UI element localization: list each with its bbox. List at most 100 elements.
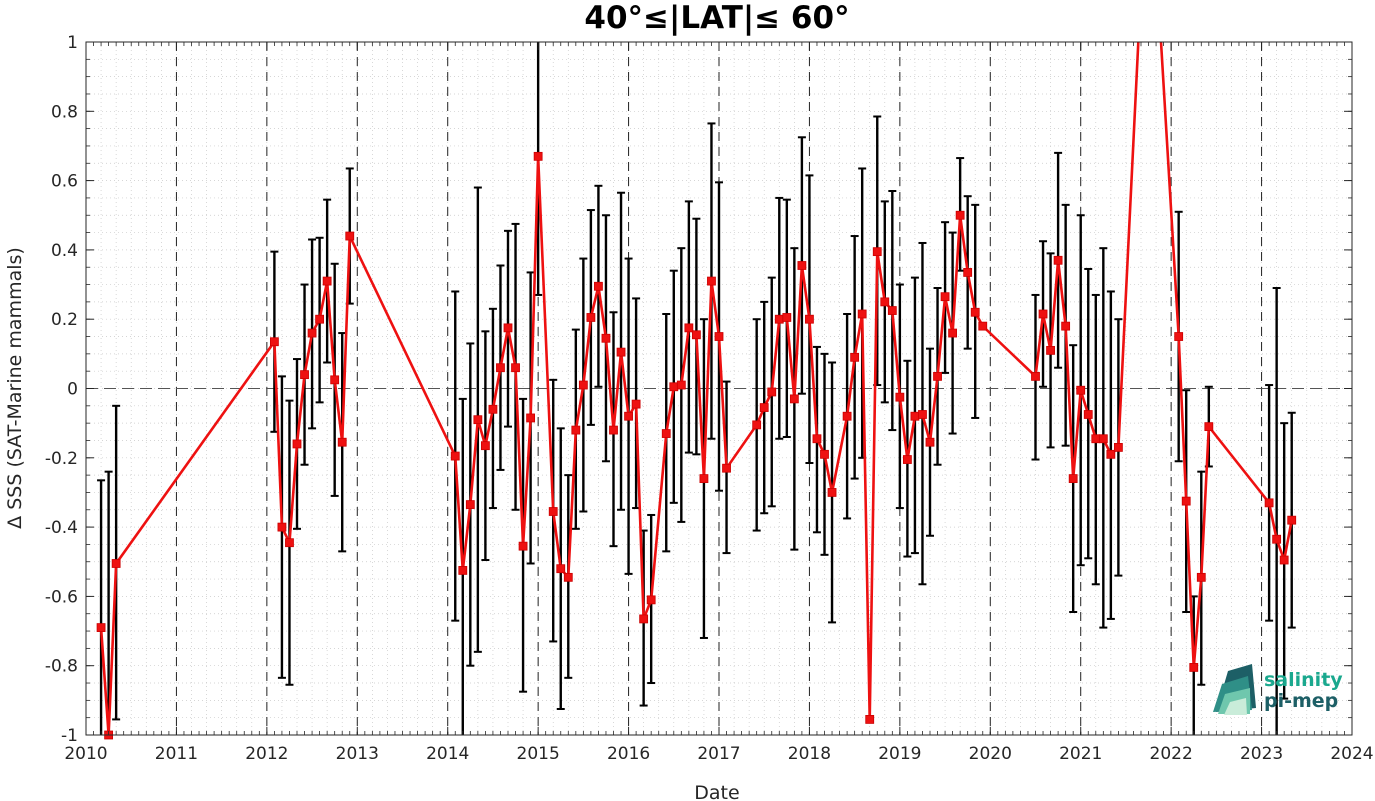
x-tick-label: 2013	[336, 744, 379, 764]
x-tick-label: 2017	[697, 744, 740, 764]
data-point	[609, 425, 618, 435]
x-tick-label: 2016	[607, 744, 650, 764]
data-point	[571, 425, 581, 435]
x-tick-label: 2018	[788, 744, 831, 764]
data-point	[955, 210, 965, 220]
y-tick-label: 0.4	[51, 241, 78, 261]
data-point	[277, 522, 287, 532]
data-point	[940, 292, 950, 302]
y-tick-label: -0.2	[45, 449, 78, 469]
data-point	[948, 328, 958, 338]
series-markers	[96, 151, 1297, 740]
data-point	[850, 352, 860, 362]
data-point	[586, 313, 596, 322]
x-tick-labels: 2010 2011 2012 2013 2014 2015 2016 2017 2018 2019…	[64, 744, 1373, 764]
data-point	[857, 309, 867, 319]
data-point	[1272, 534, 1282, 544]
axis-ticks	[85, 41, 1353, 736]
data-point	[518, 541, 528, 551]
data-point	[450, 451, 460, 461]
y-tick-labels: -1 -0.8 -0.6 -0.4 -0.2 0 0.2 0.4 0.6 0.8 1	[45, 33, 78, 746]
data-point	[526, 413, 536, 423]
data-point	[820, 449, 829, 459]
x-tick-label: 2010	[64, 744, 107, 764]
data-point	[925, 437, 935, 447]
data-point	[842, 411, 852, 421]
data-point	[805, 314, 814, 324]
data-point	[616, 347, 626, 357]
data-point	[752, 420, 762, 430]
logo-text-pimep: pi-mep	[1264, 690, 1338, 712]
data-point	[1264, 498, 1274, 508]
data-point	[480, 441, 490, 451]
data-point	[631, 399, 641, 409]
data-point	[774, 314, 784, 324]
y-tick-label: -1	[61, 726, 78, 746]
data-point	[511, 363, 520, 373]
data-point	[895, 392, 905, 402]
data-point	[872, 247, 882, 257]
data-point	[1189, 663, 1199, 672]
x-axis-label: Date	[694, 782, 739, 801]
x-tick-label: 2014	[426, 744, 469, 764]
data-point	[330, 375, 340, 385]
data-point	[691, 330, 701, 340]
data-point	[918, 410, 927, 419]
y-tick-label: 0.8	[51, 102, 78, 122]
logo-text-salinity: salinity	[1264, 669, 1343, 691]
data-point	[548, 507, 558, 516]
data-point	[1046, 345, 1055, 355]
data-point	[307, 328, 317, 338]
data-point	[1174, 332, 1184, 341]
data-point	[533, 151, 543, 161]
data-point	[661, 429, 671, 438]
data-point	[1098, 434, 1108, 444]
y-tick-label: 0.2	[51, 310, 78, 330]
data-point	[300, 370, 309, 380]
data-point	[1287, 515, 1297, 525]
data-point	[1181, 496, 1191, 506]
data-point	[978, 321, 988, 331]
data-point	[563, 572, 573, 582]
data-point	[707, 276, 716, 286]
data-point	[292, 439, 302, 449]
data-point	[1106, 449, 1116, 459]
data-point	[578, 380, 588, 390]
x-tick-label: 2021	[1059, 744, 1102, 764]
data-point	[337, 437, 347, 447]
data-point	[315, 314, 325, 324]
data-point	[910, 411, 920, 421]
data-point	[1061, 321, 1071, 331]
data-point	[1204, 422, 1214, 432]
data-point	[767, 387, 777, 397]
y-tick-label: -0.4	[45, 518, 78, 538]
data-point	[1196, 572, 1206, 582]
data-point	[1113, 443, 1123, 452]
x-tick-label: 2024	[1330, 744, 1373, 764]
data-point	[473, 415, 483, 425]
y-tick-label: 0	[67, 380, 78, 400]
salinity-pimep-logo: salinity pi-mep	[1213, 664, 1343, 715]
data-point	[782, 313, 792, 322]
data-point	[887, 306, 897, 315]
data-point	[812, 434, 822, 444]
data-point	[488, 404, 498, 414]
x-tick-label: 2022	[1150, 744, 1193, 764]
data-point	[1279, 555, 1289, 565]
data-point	[646, 595, 656, 605]
data-point	[714, 332, 724, 341]
data-point	[963, 268, 973, 277]
data-point	[902, 455, 912, 464]
x-tick-label: 2020	[969, 744, 1012, 764]
data-point	[1091, 434, 1101, 444]
data-point	[789, 394, 799, 404]
data-point	[269, 337, 279, 347]
data-point	[465, 500, 475, 509]
data-point	[594, 281, 603, 291]
y-tick-label: 1	[67, 33, 78, 53]
data-point	[1031, 371, 1040, 381]
data-point	[285, 538, 294, 548]
x-tick-label: 2019	[878, 744, 921, 764]
data-point	[1068, 474, 1078, 483]
